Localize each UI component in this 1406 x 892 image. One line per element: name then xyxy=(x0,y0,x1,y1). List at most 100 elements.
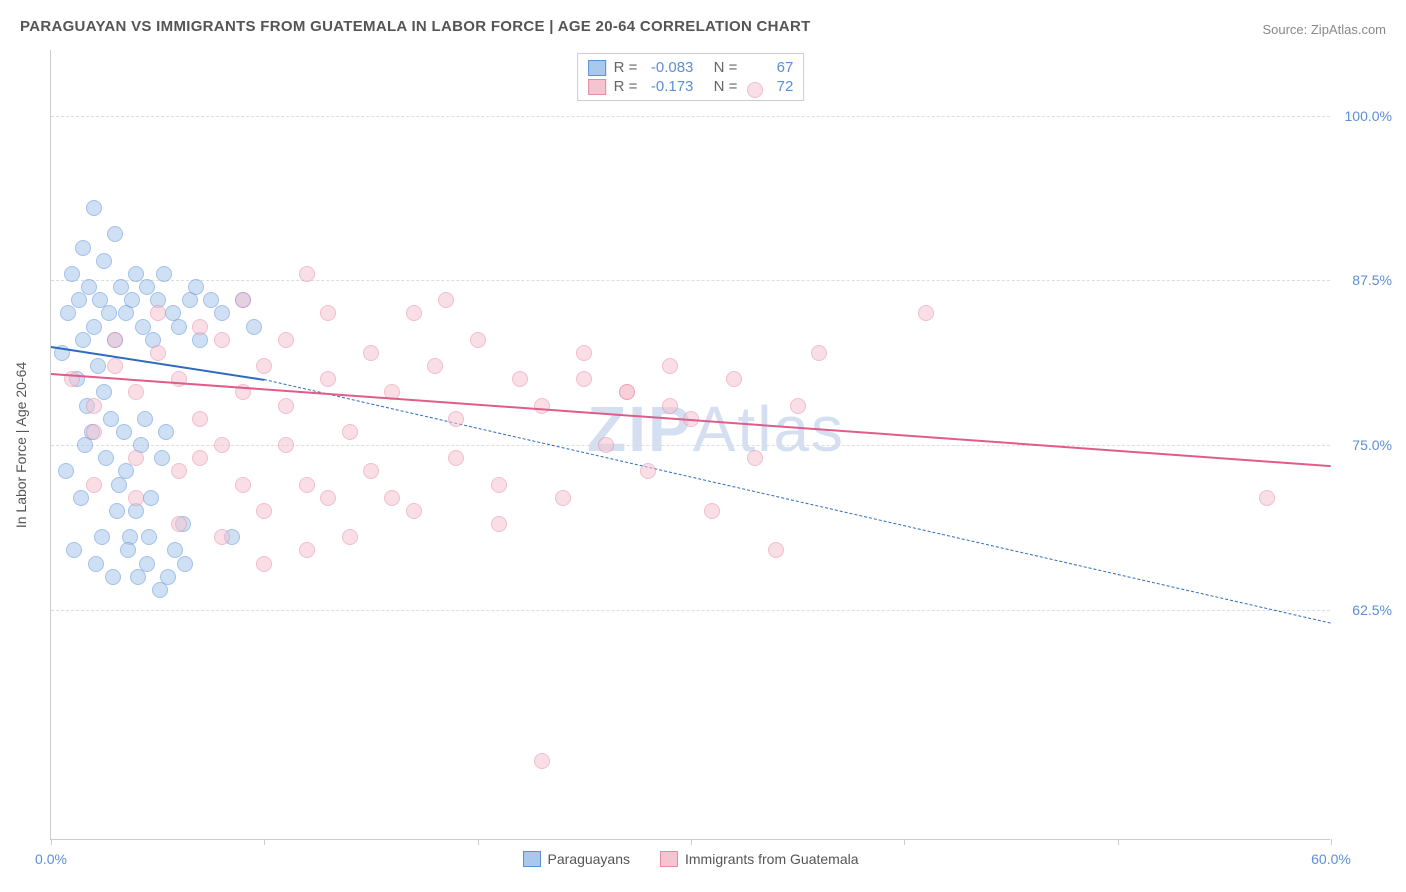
ytick-label: 100.0% xyxy=(1345,108,1392,124)
data-point xyxy=(214,332,230,348)
data-point xyxy=(640,463,656,479)
gridline-h xyxy=(51,280,1330,281)
data-point xyxy=(141,529,157,545)
stat-R-value-1: -0.173 xyxy=(645,78,693,95)
data-point xyxy=(86,200,102,216)
data-point xyxy=(384,490,400,506)
data-point xyxy=(320,305,336,321)
xtick xyxy=(691,839,692,845)
data-point xyxy=(256,358,272,374)
data-point xyxy=(171,371,187,387)
data-point xyxy=(406,305,422,321)
data-point xyxy=(107,226,123,242)
data-point xyxy=(101,305,117,321)
legend-swatch-1 xyxy=(660,851,678,867)
data-point xyxy=(918,305,934,321)
ytick-label: 62.5% xyxy=(1352,602,1392,618)
data-point xyxy=(73,490,89,506)
xtick xyxy=(478,839,479,845)
chart-container: PARAGUAYAN VS IMMIGRANTS FROM GUATEMALA … xyxy=(0,0,1406,892)
data-point xyxy=(427,358,443,374)
data-point xyxy=(256,503,272,519)
data-point xyxy=(1259,490,1275,506)
swatch-series-1 xyxy=(588,79,606,95)
data-point xyxy=(124,292,140,308)
xtick xyxy=(1331,839,1332,845)
data-point xyxy=(171,463,187,479)
plot-area: In Labor Force | Age 20-64 ZIPAtlas R = … xyxy=(50,50,1330,840)
data-point xyxy=(256,556,272,572)
data-point xyxy=(192,319,208,335)
data-point xyxy=(96,384,112,400)
gridline-h xyxy=(51,116,1330,117)
legend-item-0: Paraguayans xyxy=(522,851,630,867)
data-point xyxy=(150,345,166,361)
data-point xyxy=(363,345,379,361)
data-point xyxy=(118,463,134,479)
data-point xyxy=(107,358,123,374)
trend-line xyxy=(51,373,1331,467)
data-point xyxy=(75,240,91,256)
data-point xyxy=(448,411,464,427)
data-point xyxy=(662,358,678,374)
xtick xyxy=(264,839,265,845)
xtick-label: 0.0% xyxy=(35,851,67,867)
ytick-label: 87.5% xyxy=(1352,272,1392,288)
data-point xyxy=(177,556,193,572)
gridline-h xyxy=(51,610,1330,611)
xtick-label: 60.0% xyxy=(1311,851,1351,867)
data-point xyxy=(320,490,336,506)
data-point xyxy=(90,358,106,374)
data-point xyxy=(576,371,592,387)
data-point xyxy=(811,345,827,361)
stat-N-label: N = xyxy=(714,78,738,95)
data-point xyxy=(768,542,784,558)
data-point xyxy=(246,319,262,335)
data-point xyxy=(107,332,123,348)
data-point xyxy=(66,542,82,558)
stats-row-series-0: R = -0.083 N = 67 xyxy=(588,58,794,77)
data-point xyxy=(363,463,379,479)
data-point xyxy=(790,398,806,414)
legend-label-1: Immigrants from Guatemala xyxy=(685,851,859,867)
data-point xyxy=(470,332,486,348)
data-point xyxy=(105,569,121,585)
data-point xyxy=(704,503,720,519)
data-point xyxy=(171,516,187,532)
data-point xyxy=(128,384,144,400)
data-point xyxy=(192,450,208,466)
stat-R-label: R = xyxy=(614,59,638,76)
data-point xyxy=(64,266,80,282)
data-point xyxy=(156,266,172,282)
data-point xyxy=(491,477,507,493)
data-point xyxy=(214,437,230,453)
trend-line-extrapolated xyxy=(264,379,1331,624)
data-point xyxy=(171,319,187,335)
data-point xyxy=(109,503,125,519)
data-point xyxy=(726,371,742,387)
data-point xyxy=(534,398,550,414)
data-point xyxy=(278,398,294,414)
data-point xyxy=(235,477,251,493)
data-point xyxy=(448,450,464,466)
data-point xyxy=(154,450,170,466)
data-point xyxy=(96,253,112,269)
data-point xyxy=(158,424,174,440)
stat-R-value-0: -0.083 xyxy=(645,59,693,76)
data-point xyxy=(143,490,159,506)
data-point xyxy=(299,542,315,558)
data-point xyxy=(88,556,104,572)
xtick xyxy=(904,839,905,845)
data-point xyxy=(534,753,550,769)
data-point xyxy=(214,529,230,545)
data-point xyxy=(747,450,763,466)
xtick xyxy=(1118,839,1119,845)
data-point xyxy=(512,371,528,387)
stats-box: R = -0.083 N = 67 R = -0.173 N = 72 xyxy=(577,53,805,101)
data-point xyxy=(152,582,168,598)
data-point xyxy=(71,292,87,308)
data-point xyxy=(86,319,102,335)
legend: Paraguayans Immigrants from Guatemala xyxy=(522,851,858,867)
data-point xyxy=(120,542,136,558)
data-point xyxy=(188,279,204,295)
